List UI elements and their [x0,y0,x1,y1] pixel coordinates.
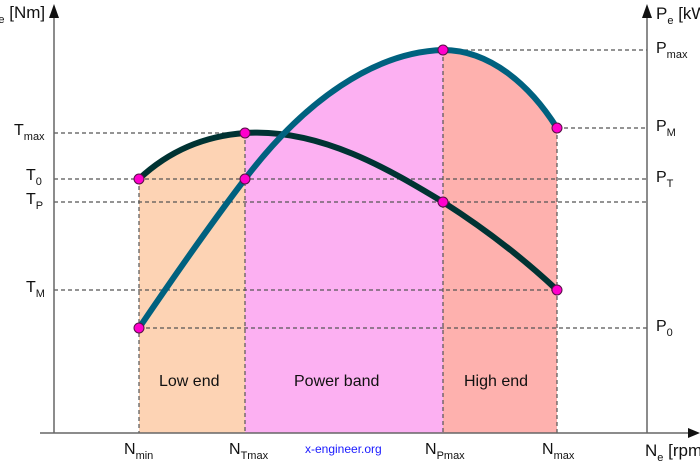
tick-tm: TM [26,279,45,300]
right-axis-label: Pe [kW] [656,5,700,27]
tick-nmin: Nmin [124,441,154,462]
left-axis-label: Te [Nm] [0,4,45,26]
markers [133,44,563,334]
tick-pm: PM [656,118,676,139]
torque-curve [136,129,560,293]
region-low-end [139,133,245,433]
right-axis-arrow-icon [642,4,652,18]
tick-p0: P0 [656,318,673,339]
right-axis-sub: e [667,15,674,27]
region-label-high-end: High end [464,373,529,390]
tick-pmax: Pmax [656,40,688,61]
credit-link[interactable]: x-engineer.org [305,442,382,456]
region-label-power-band: Power band [294,373,380,390]
right-axis-main: P [656,4,668,23]
tick-pt: PT [656,169,674,190]
x-axis-label: Ne [rpm] [645,441,700,464]
left-axis-arrow-icon [49,4,59,18]
x-axis-arrow-icon [688,428,700,438]
tick-npmax: NPmax [425,441,465,462]
region-label-low-end: Low end [159,373,220,390]
tick-tmax: Tmax [14,122,45,143]
left-axis-unit: [Nm] [9,3,46,22]
axes [40,12,692,434]
region-power-band [245,50,443,433]
tick-tp: TP [26,191,44,212]
tick-nmax: Nmax [542,441,575,462]
tick-ntmax: NTmax [229,441,269,462]
left-axis-sub: e [0,14,5,26]
tick-t0: T0 [26,167,42,188]
power-curve [136,46,560,331]
right-axis-unit: [kW] [678,4,700,23]
